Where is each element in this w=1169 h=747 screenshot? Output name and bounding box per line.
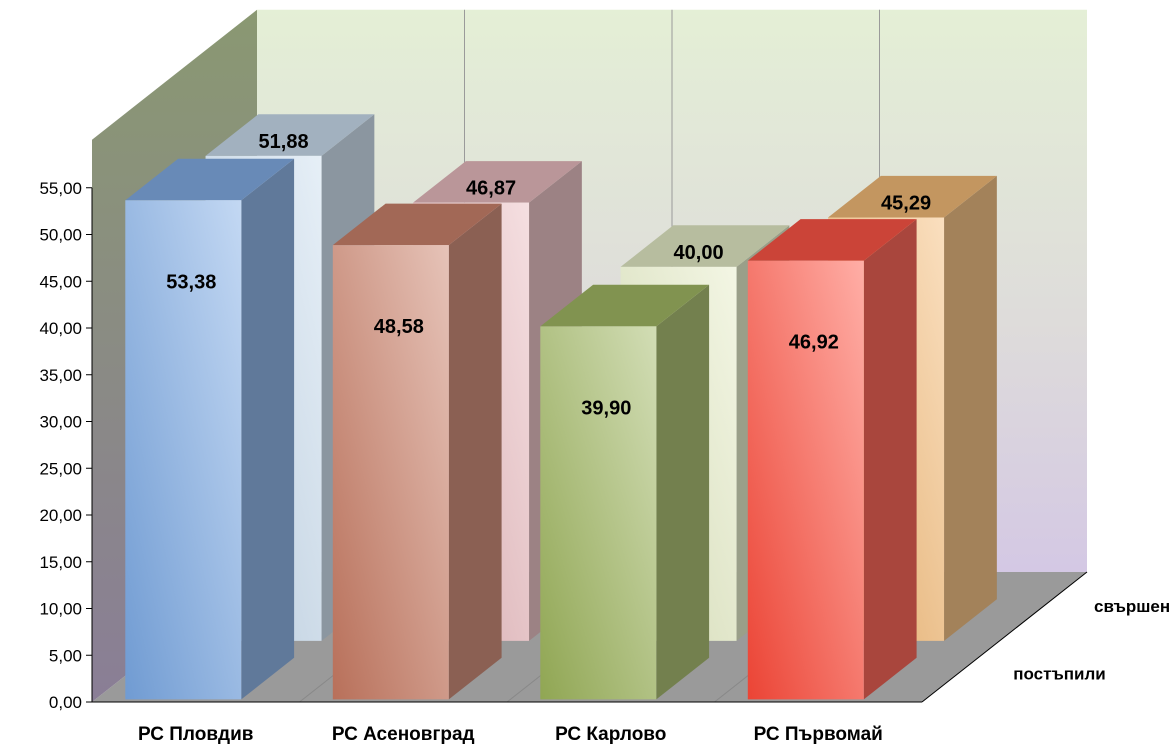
bar-top xyxy=(828,175,997,218)
bar: 46,92 xyxy=(747,219,917,700)
y-tick-label: 0,00 xyxy=(49,693,82,712)
data-label: 46,92 xyxy=(789,332,839,354)
bar-side xyxy=(656,284,710,700)
bar: 48,58 xyxy=(332,203,502,700)
data-label: 46,87 xyxy=(466,178,516,200)
depth-axis-line xyxy=(921,571,1088,703)
bar-top xyxy=(125,158,295,201)
bars: 51,88 46,87 40,00 45,29 53,38 48,58 39,90 46,92 xyxy=(125,114,997,700)
y-tick-label: 25,00 xyxy=(39,459,82,478)
series-axis: постъпили свършени xyxy=(921,571,1169,703)
bar-top xyxy=(332,203,502,246)
series-label: постъпили xyxy=(1013,665,1106,684)
category-label: РС Първомай xyxy=(754,724,883,745)
series-label: свършени xyxy=(1094,597,1169,616)
y-tick-label: 30,00 xyxy=(39,413,82,432)
bar-side xyxy=(944,175,997,641)
bar: 39,90 xyxy=(540,284,710,700)
data-label: 53,38 xyxy=(166,271,216,293)
category-label: РС Пловдив xyxy=(138,724,253,745)
data-label: 40,00 xyxy=(674,242,724,264)
y-tick-label: 35,00 xyxy=(39,366,82,385)
y-tick-label: 50,00 xyxy=(39,226,82,245)
bar-top xyxy=(540,284,710,327)
bar-top xyxy=(413,161,582,203)
bar-top xyxy=(747,219,917,261)
bar-front xyxy=(332,245,449,700)
bar-front xyxy=(540,326,657,700)
bar-side xyxy=(863,219,917,700)
y-tick-label: 15,00 xyxy=(39,553,82,572)
y-tick-label: 45,00 xyxy=(39,272,82,291)
y-tick-label: 10,00 xyxy=(39,600,82,619)
y-tick-label: 55,00 xyxy=(39,179,82,198)
y-tick-label: 40,00 xyxy=(39,319,82,338)
data-label: 51,88 xyxy=(259,131,309,153)
bar-front xyxy=(125,200,242,700)
data-label: 45,29 xyxy=(881,192,931,214)
category-label: РС Асеновград xyxy=(332,724,475,745)
y-axis: 0,00 5,00 10,00 15,00 20,00 25,00 30,00 35,00 40… xyxy=(39,179,93,712)
data-label: 48,58 xyxy=(374,316,424,338)
bar-top xyxy=(620,225,790,267)
category-label: РС Карлово xyxy=(555,724,666,745)
bar-side xyxy=(448,203,502,700)
y-tick-label: 20,00 xyxy=(39,506,82,525)
data-label: 39,90 xyxy=(581,397,631,419)
bar: 53,38 xyxy=(125,158,295,700)
bar-top xyxy=(205,114,375,156)
bar-side xyxy=(241,158,295,700)
bar-front xyxy=(747,260,864,700)
x-axis: РС Пловдив РС Асеновград РС Карлово РС Първ… xyxy=(92,701,922,745)
y-tick-label: 5,00 xyxy=(49,646,82,665)
